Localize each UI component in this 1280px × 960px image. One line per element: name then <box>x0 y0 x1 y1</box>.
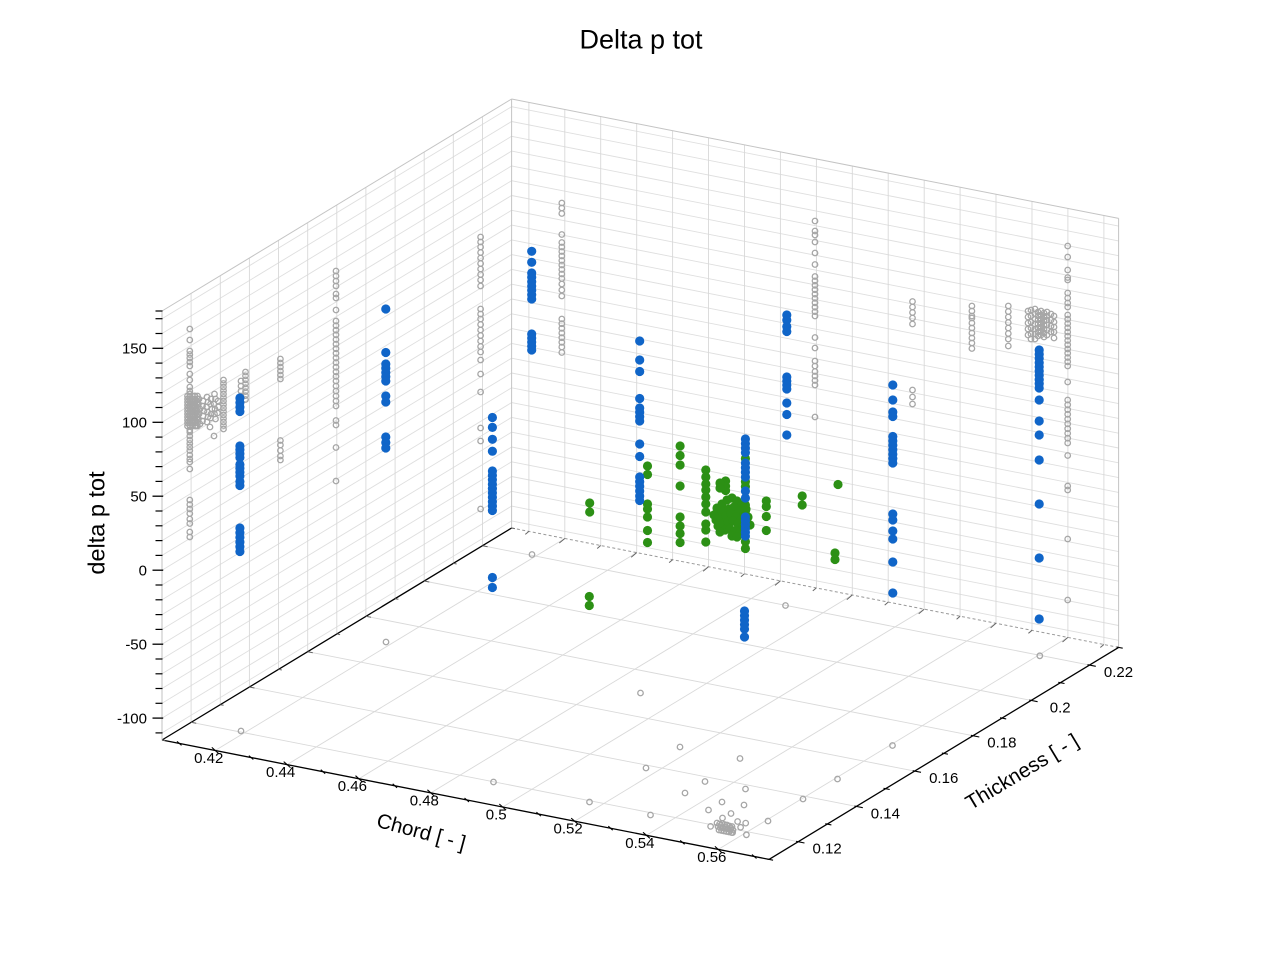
svg-text:0.2: 0.2 <box>1050 699 1071 716</box>
svg-text:-100: -100 <box>117 710 147 727</box>
svg-text:100: 100 <box>122 415 147 432</box>
svg-text:0.42: 0.42 <box>194 750 223 767</box>
svg-text:0.54: 0.54 <box>625 835 654 852</box>
svg-text:0.16: 0.16 <box>929 770 958 787</box>
svg-text:0.18: 0.18 <box>987 735 1016 752</box>
svg-text:0.44: 0.44 <box>266 764 295 781</box>
svg-text:0.12: 0.12 <box>812 841 841 858</box>
svg-text:Delta p tot: Delta p tot <box>579 25 703 55</box>
svg-text:0.48: 0.48 <box>410 792 439 809</box>
svg-text:0.56: 0.56 <box>697 849 726 866</box>
svg-text:0.46: 0.46 <box>338 778 367 795</box>
svg-text:0.14: 0.14 <box>871 805 900 822</box>
svg-text:delta p tot: delta p tot <box>84 471 110 575</box>
svg-text:150: 150 <box>122 341 147 358</box>
svg-text:50: 50 <box>130 489 147 506</box>
svg-text:0.5: 0.5 <box>486 807 507 824</box>
svg-text:0.52: 0.52 <box>553 821 582 838</box>
svg-text:-50: -50 <box>125 637 147 654</box>
svg-text:0.22: 0.22 <box>1104 664 1133 681</box>
svg-text:0: 0 <box>139 563 147 580</box>
